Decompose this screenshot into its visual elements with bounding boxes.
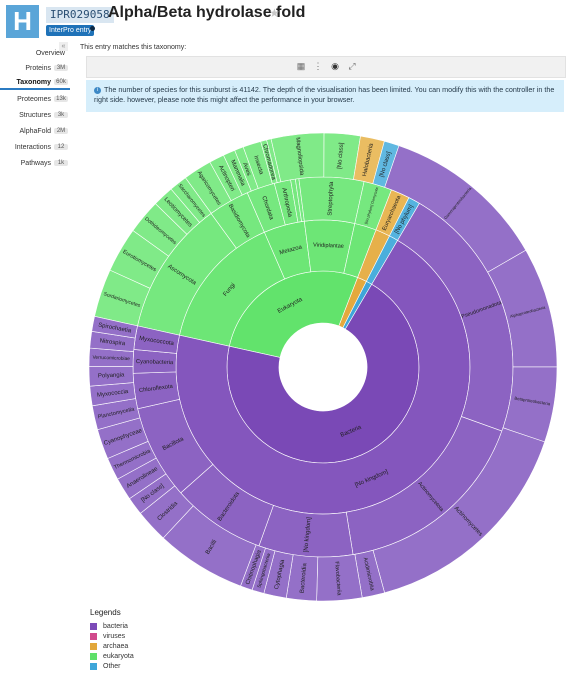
- sidebar-item-label: Overview: [35, 49, 65, 57]
- sunburst-label: Myxococcia: [97, 389, 130, 399]
- info-text: The number of species for this sunburst …: [94, 85, 555, 104]
- info-icon: i: [94, 86, 101, 94]
- table-icon[interactable]: ▦: [296, 61, 306, 71]
- sidebar-item-count: 13k: [54, 96, 68, 102]
- view-toolbar: ▦ ⋮ ◉ ⤢: [86, 56, 566, 78]
- sunburst-label: Viridiplantae: [313, 242, 344, 249]
- sunburst-center[interactable]: [279, 323, 367, 411]
- star-icon[interactable]: ★: [269, 6, 280, 20]
- entry-type-logo: H: [6, 5, 39, 38]
- sidebar-item-count: 2M: [54, 128, 68, 134]
- sidebar-item-label: Pathways: [20, 159, 51, 167]
- sunburst-segment[interactable]: [91, 315, 138, 339]
- sunburst-icon[interactable]: ◉: [331, 61, 339, 71]
- legend: Legends bacteria viruses archaea eukaryota O…: [90, 608, 134, 671]
- entry-type-badge: InterPro entry: [46, 25, 95, 36]
- legend-item[interactable]: eukaryota: [90, 651, 134, 661]
- sunburst-label: Betaproteobacteria: [514, 396, 551, 407]
- legend-swatch: [90, 652, 97, 660]
- sunburst-label: Chloroflexota: [139, 384, 174, 394]
- legend-label: bacteria: [103, 622, 128, 630]
- sidebar-item-structures[interactable]: Structures 3k: [0, 108, 70, 122]
- legend-item[interactable]: Other: [90, 661, 134, 671]
- sidebar-item-proteins[interactable]: Proteins 3M: [0, 61, 70, 75]
- sidebar-item-label: Proteomes: [17, 95, 51, 103]
- sidebar-item-interactions[interactable]: Interactions 12: [0, 140, 70, 154]
- sunburst-label: Insecta: [252, 155, 264, 176]
- legend-swatch: [90, 622, 97, 630]
- sunburst-label: [No class]: [337, 142, 345, 169]
- legend-swatch: [90, 662, 97, 670]
- sidebar-item-alphafold[interactable]: AlphaFold 2M: [0, 124, 70, 138]
- legend-label: viruses: [103, 632, 126, 640]
- sidebar-item-proteomes[interactable]: Proteomes 13k: [0, 92, 70, 106]
- sidebar-item-count: 60k: [54, 79, 68, 85]
- sunburst-label: Cyanobacteria: [136, 359, 174, 366]
- taxonomy-intro-text: This entry matches this taxonomy:: [80, 44, 187, 51]
- info-callout: i The number of species for this sunburst…: [86, 80, 564, 112]
- legend-label: eukaryota: [103, 652, 134, 660]
- fullscreen-icon[interactable]: ⤢: [348, 61, 356, 71]
- sidebar-item-pathways[interactable]: Pathways 1k: [0, 156, 70, 170]
- sidebar-item-label: Structures: [19, 111, 51, 119]
- legend-label: archaea: [103, 642, 129, 650]
- legend-item[interactable]: viruses: [90, 631, 134, 641]
- status-dot-icon: [90, 26, 95, 31]
- legend-title: Legends: [90, 608, 121, 617]
- tree-icon[interactable]: ⋮: [313, 61, 323, 71]
- collapse-sidebar-button[interactable]: «: [59, 42, 68, 51]
- sidebar-item-count: 1k: [54, 160, 68, 166]
- sidebar-item-count: 3k: [54, 112, 68, 118]
- sidebar-item-count: 3M: [54, 65, 68, 71]
- sunburst-label: Bacteroidia: [300, 562, 309, 593]
- sunburst-label: Polyangia: [98, 372, 125, 379]
- sidebar-item-taxonomy[interactable]: Taxonomy 60k: [0, 76, 70, 90]
- sunburst-label: [No kingdom]: [303, 517, 312, 553]
- sidebar-item-overview[interactable]: Overview: [0, 46, 70, 60]
- sunburst-label: Flavobacteriia: [333, 561, 341, 596]
- sidebar-item-label: Interactions: [14, 143, 51, 151]
- page-title: Alpha/Beta hydrolase fold: [108, 4, 306, 21]
- sunburst-label: Myxococcota: [139, 336, 175, 347]
- sunburst-label: Verrucomicrobiae: [92, 355, 130, 363]
- sidebar-item-label: Proteins: [25, 64, 51, 72]
- legend-swatch: [90, 642, 97, 650]
- sunburst-label: Nitrospira: [99, 338, 126, 347]
- legend-item[interactable]: bacteria: [90, 621, 134, 631]
- legend-item[interactable]: archaea: [90, 641, 134, 651]
- accession-badge: IPR029058: [46, 7, 114, 23]
- sunburst-label: Aves: [241, 162, 251, 177]
- sunburst-label: Streptophyta: [327, 181, 335, 216]
- sidebar-item-label: Taxonomy: [16, 78, 52, 86]
- legend-swatch: [90, 632, 97, 640]
- legend-label: Other: [103, 662, 121, 670]
- sunburst-label: Magnoliopsida: [294, 137, 304, 176]
- sidebar-item-label: AlphaFold: [19, 127, 51, 135]
- sidebar-item-count: 12: [54, 144, 68, 150]
